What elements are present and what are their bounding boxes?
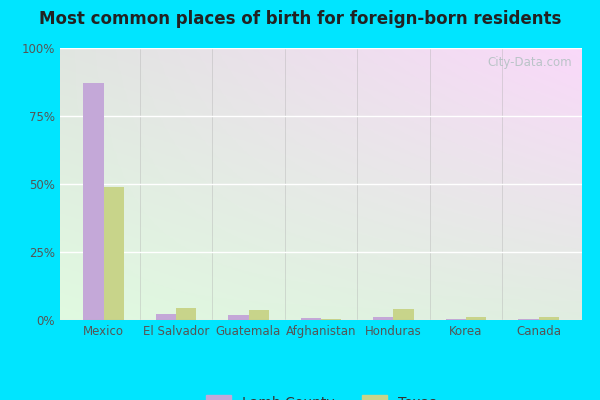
Bar [466,317,487,320]
Legend: Lamb County, Texas: Lamb County, Texas [200,389,442,400]
Bar [321,319,341,320]
Bar [373,317,394,320]
Bar [104,187,124,320]
Text: Most common places of birth for foreign-born residents: Most common places of birth for foreign-… [39,10,561,28]
Bar [156,314,176,320]
Bar [248,310,269,320]
Bar [539,317,559,320]
Bar [446,319,466,320]
Bar [301,318,321,320]
Bar [228,315,248,320]
Bar [394,308,414,320]
Text: City-Data.com: City-Data.com [487,56,572,69]
Bar [176,308,196,320]
Bar [83,83,104,320]
